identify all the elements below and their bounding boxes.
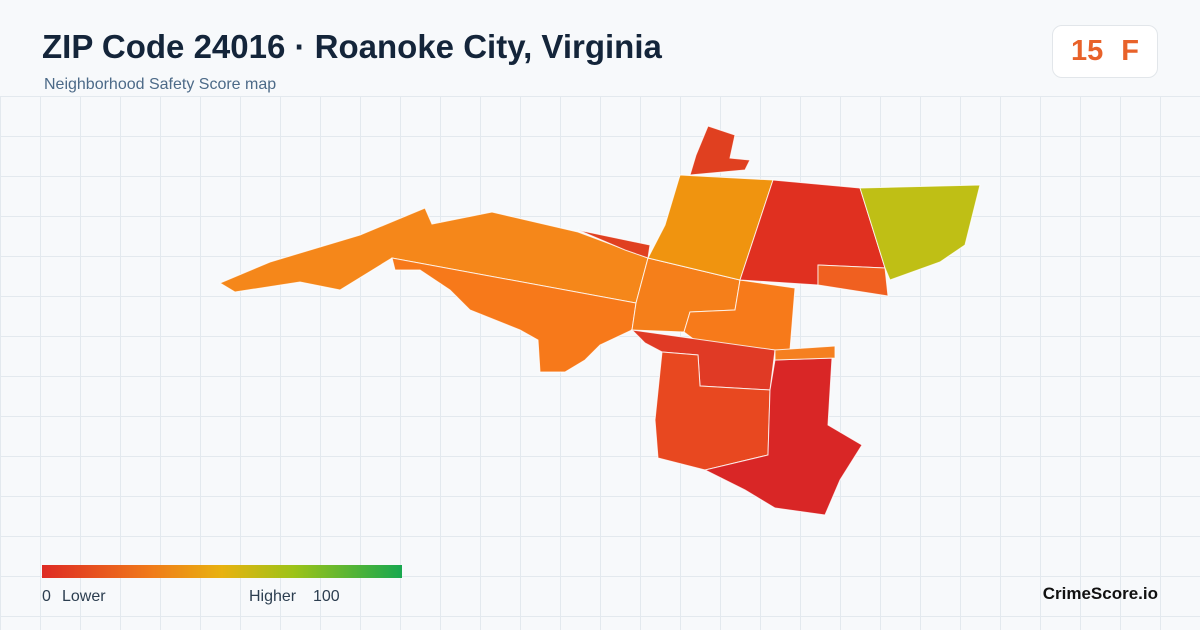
legend-max-label: Higher: [249, 588, 297, 605]
area: [774, 345, 836, 361]
legend-bar: [42, 565, 402, 578]
legend-min: 0: [42, 588, 51, 605]
area: [689, 125, 751, 176]
area: [703, 357, 863, 516]
area: [647, 174, 774, 281]
subtitle: Neighborhood Safety Score map: [44, 76, 277, 93]
area: [218, 207, 649, 304]
area: [817, 264, 889, 297]
title: ZIP Code 24016 · Roanoke City, Virginia: [42, 28, 662, 65]
area: [391, 257, 637, 373]
brand: CrimeScore.io: [1042, 584, 1158, 603]
legend-min-label: Lower: [62, 588, 106, 605]
header: [0, 0, 1200, 96]
legend-max: 100: [313, 588, 340, 605]
area: [859, 184, 981, 281]
score: 15: [1071, 35, 1104, 67]
grade: F: [1121, 35, 1139, 67]
area: [577, 229, 651, 259]
score-badge: 15 F: [1052, 25, 1158, 78]
